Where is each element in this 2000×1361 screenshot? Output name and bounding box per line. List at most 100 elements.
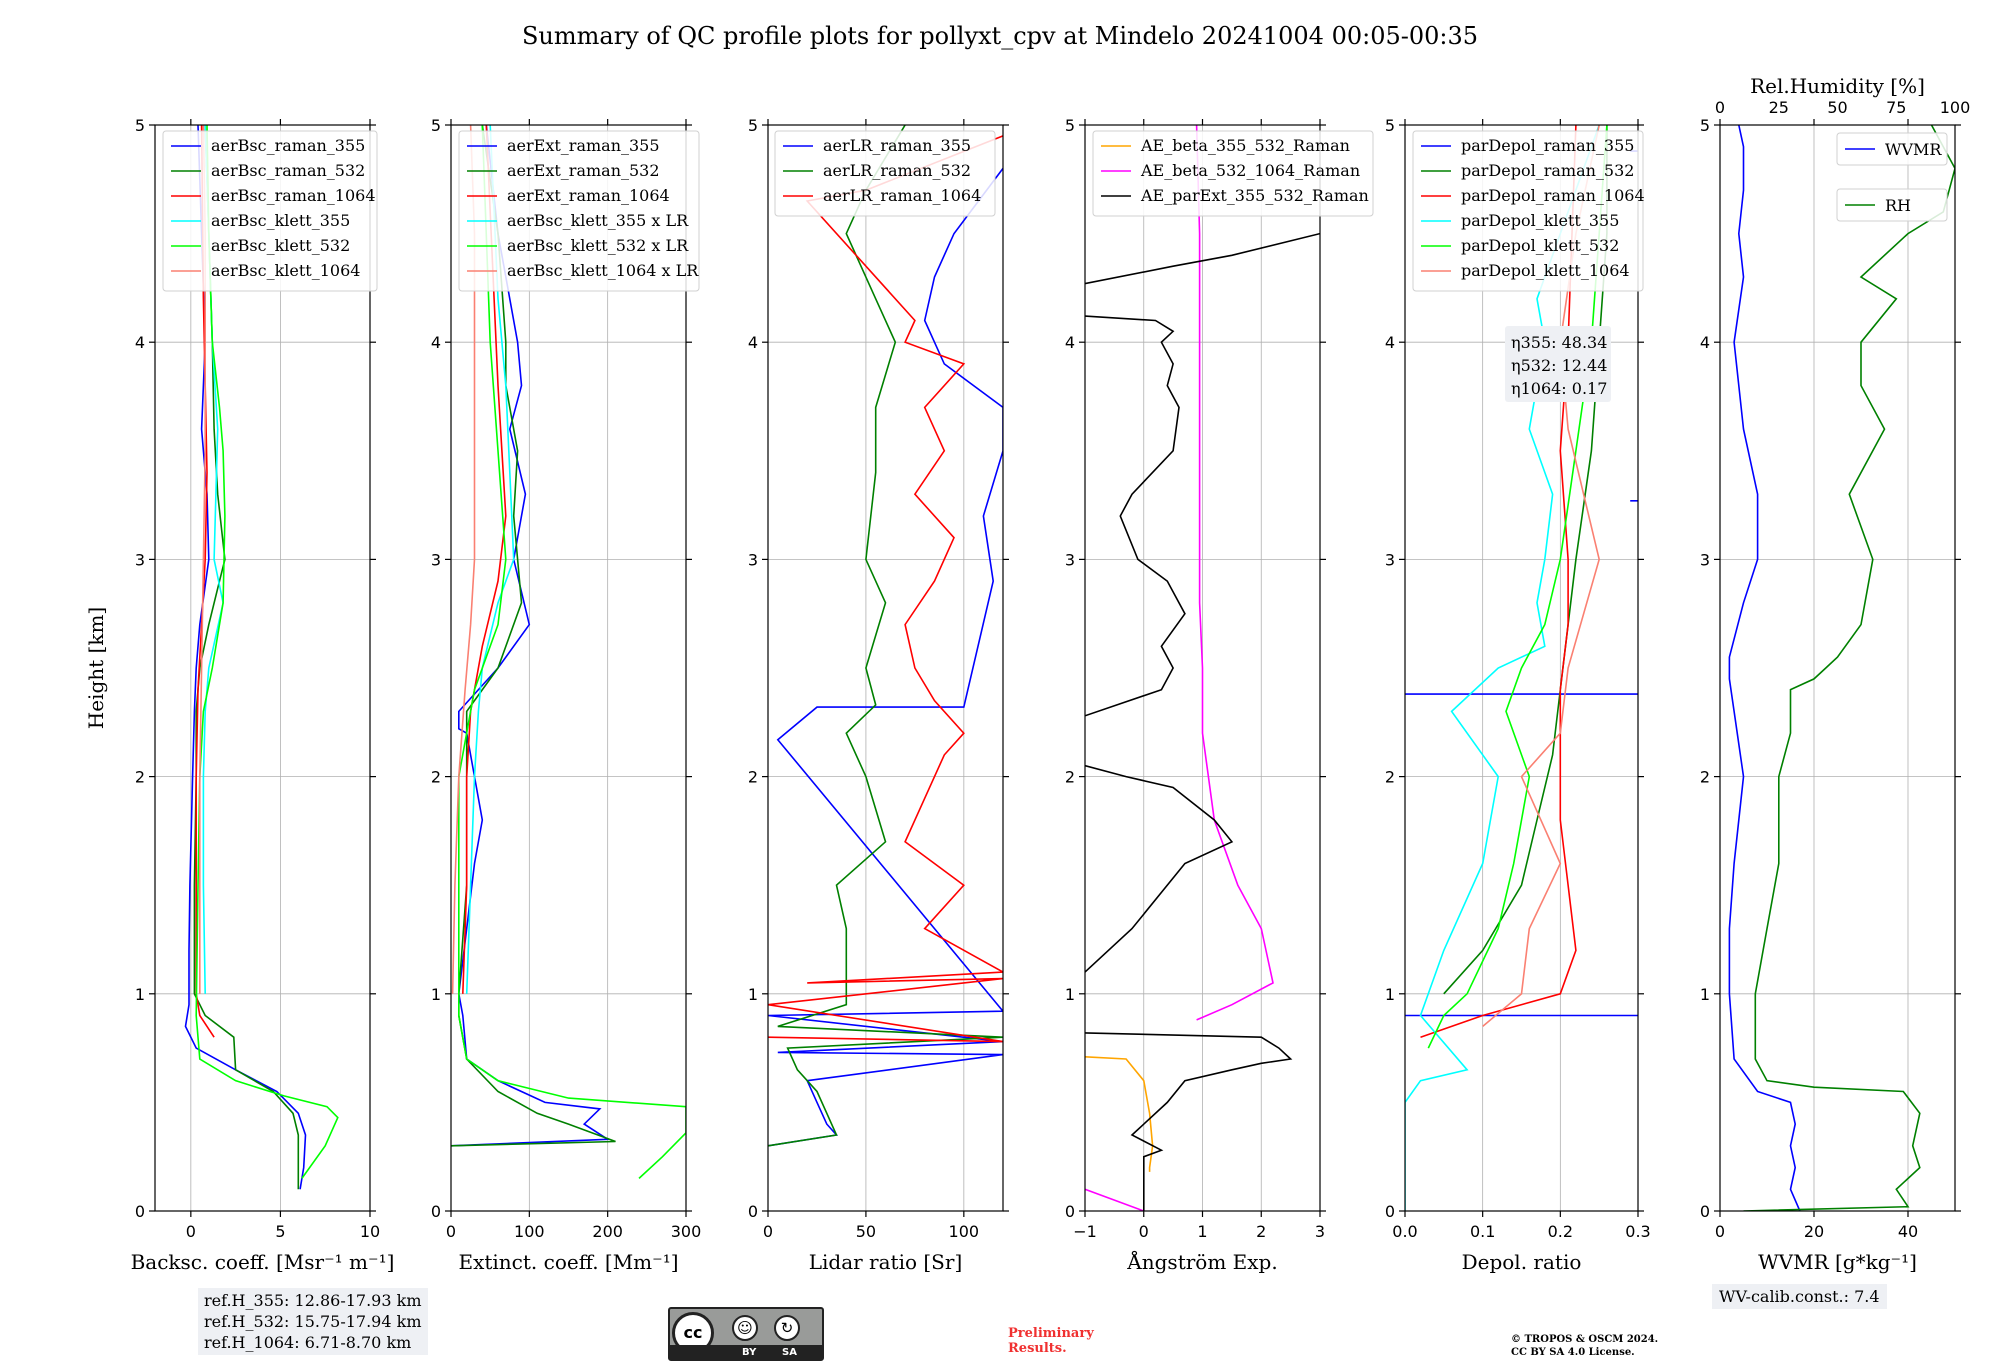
y-tick-label: 1 bbox=[135, 985, 145, 1004]
y-axis-label: Height [km] bbox=[84, 607, 108, 729]
y-tick-label: 4 bbox=[748, 333, 758, 352]
legend-entry: RH bbox=[1885, 196, 1911, 215]
y-tick-label: 1 bbox=[1700, 985, 1710, 1004]
y-tick-label: 1 bbox=[748, 985, 758, 1004]
series-line-aerBsc_klett_355 x LR bbox=[465, 125, 515, 994]
series-line-aerLR_raman_532 bbox=[768, 125, 1003, 1147]
legend-entry: aerBsc_klett_1064 bbox=[211, 261, 360, 280]
y-tick-label: 0 bbox=[431, 1202, 441, 1221]
legend-box bbox=[1092, 130, 1374, 217]
x-axis-label: Extinct. coeff. [Mm⁻¹] bbox=[458, 1250, 678, 1274]
legend-entry: parDepol_raman_1064 bbox=[1461, 186, 1645, 205]
legend-entry: parDepol_klett_1064 bbox=[1461, 261, 1630, 280]
x-tick-label: 50 bbox=[856, 1222, 876, 1241]
y-tick-label: 2 bbox=[1385, 768, 1395, 787]
x-tick-label: −1 bbox=[1073, 1222, 1097, 1241]
cc-license-badge[interactable]: cc ☺ ↻ BY SA bbox=[668, 1307, 824, 1361]
series-group bbox=[1085, 125, 1320, 1211]
legend: AE_beta_355_532_Raman AE_beta_532_1064_Ra… bbox=[1092, 130, 1374, 217]
x2-tick-label: 50 bbox=[1827, 98, 1847, 117]
y-tick-label: 0 bbox=[748, 1202, 758, 1221]
series-line-aerLR_raman_1064 bbox=[768, 135, 1003, 1043]
x-tick-label: 0.2 bbox=[1548, 1222, 1573, 1241]
legend-entry: aerBsc_klett_1064 x LR bbox=[507, 261, 699, 280]
legend-entry: aerExt_raman_1064 bbox=[507, 186, 670, 205]
eta-annotation: η355: 48.34 bbox=[1511, 333, 1607, 352]
y-tick-label: 2 bbox=[748, 768, 758, 787]
y-tick-label: 5 bbox=[1385, 116, 1395, 135]
axes-frame bbox=[767, 124, 1004, 1212]
cc-sa-label: SA bbox=[782, 1347, 797, 1358]
x-axis-label: Backsc. coeff. [Msr⁻¹ m⁻¹] bbox=[131, 1250, 395, 1274]
reference-heights-box: ref.H_355: 12.86-17.93 km ref.H_532: 15.… bbox=[198, 1288, 428, 1355]
copyright-note: © TROPOS & OSCM 2024. CC BY SA 4.0 Licen… bbox=[1511, 1333, 1658, 1359]
legend-entry: aerBsc_klett_532 bbox=[211, 236, 350, 255]
y-tick-label: 1 bbox=[1385, 985, 1395, 1004]
x-tick-label: 0 bbox=[763, 1222, 773, 1241]
series-line-AE_beta_532_1064_Raman bbox=[1085, 125, 1274, 1211]
y-tick-label: 0 bbox=[1700, 1202, 1710, 1221]
legend-entry: aerLR_raman_355 bbox=[823, 136, 971, 155]
legend: aerExt_raman_355 aerExt_raman_532 aerExt_r… bbox=[458, 130, 700, 292]
ref-height-532: ref.H_532: 15.75-17.94 km bbox=[204, 1312, 422, 1331]
series-group bbox=[1728, 125, 1955, 1211]
legend: WVMR RH bbox=[1836, 132, 1948, 222]
x2-tick-label: 100 bbox=[1940, 98, 1971, 117]
axes-frame bbox=[154, 124, 371, 1212]
series-line-aerBsc_klett_532 x LR bbox=[458, 125, 686, 1179]
y-tick-label: 2 bbox=[431, 768, 441, 787]
legend-entry: AE_parExt_355_532_Raman bbox=[1140, 186, 1369, 205]
x-tick-label: 0.3 bbox=[1625, 1222, 1650, 1241]
x-tick-label: 0.1 bbox=[1470, 1222, 1495, 1241]
x-tick-label: 300 bbox=[671, 1222, 702, 1241]
legend-entry: aerBsc_klett_532 x LR bbox=[507, 236, 689, 255]
y-tick-label: 4 bbox=[1700, 333, 1710, 352]
panel-5: 0 1 2 3 4 5 0.0 0.1 0.2 0.3 Depol. ratio parDepol_r… bbox=[1385, 116, 1651, 1274]
y-tick-label: 5 bbox=[1700, 116, 1710, 135]
series-group bbox=[184, 125, 339, 1190]
y-tick-label: 2 bbox=[1065, 768, 1075, 787]
y-tick-label: 0 bbox=[1385, 1202, 1395, 1221]
eta-annotation: η532: 12.44 bbox=[1511, 356, 1607, 375]
ref-height-1064: ref.H_1064: 6.71-8.70 km bbox=[204, 1333, 412, 1352]
series-line-AE_parExt_355_532_Raman bbox=[1085, 232, 1320, 1211]
y-tick-label: 4 bbox=[1065, 333, 1075, 352]
legend-box bbox=[458, 130, 700, 292]
y-tick-label: 3 bbox=[1700, 550, 1710, 569]
copyright-line-2: CC BY SA 4.0 License. bbox=[1511, 1347, 1635, 1358]
panel-1: 0 1 2 3 4 5 0 5 10 Backsc. coeff. [Msr⁻¹ m⁻¹] Heig… bbox=[84, 116, 394, 1274]
y-tick-label: 0 bbox=[135, 1202, 145, 1221]
y-tick-label: 3 bbox=[431, 550, 441, 569]
x-tick-label: 200 bbox=[592, 1222, 623, 1241]
preliminary-line-1: Preliminary bbox=[1008, 1326, 1094, 1341]
x-tick-label: 0.0 bbox=[1392, 1222, 1417, 1241]
legend: parDepol_raman_355 parDepol_raman_532 parD… bbox=[1412, 130, 1645, 292]
legend-entry: parDepol_raman_532 bbox=[1461, 161, 1634, 180]
legend: aerLR_raman_355 aerLR_raman_532 aerLR_rama… bbox=[774, 130, 996, 217]
series-group bbox=[768, 125, 1003, 1147]
axes-frame bbox=[1719, 124, 1956, 1212]
legend-box bbox=[162, 130, 378, 292]
y-tick-label: 3 bbox=[135, 550, 145, 569]
x-tick-label: 5 bbox=[275, 1222, 285, 1241]
legend-box bbox=[774, 130, 996, 217]
y-tick-label: 4 bbox=[1385, 333, 1395, 352]
legend-entry: aerBsc_raman_1064 bbox=[211, 186, 376, 205]
y-tick-label: 5 bbox=[748, 116, 758, 135]
y-tick-label: 1 bbox=[431, 985, 441, 1004]
legend-entry: aerBsc_raman_532 bbox=[211, 161, 365, 180]
x-tick-label: 3 bbox=[1315, 1222, 1325, 1241]
y-tick-label: 4 bbox=[431, 333, 441, 352]
x-tick-label: 2 bbox=[1256, 1222, 1266, 1241]
x-tick-label: 0 bbox=[186, 1222, 196, 1241]
x-tick-label: 10 bbox=[360, 1222, 380, 1241]
eta-annotation: η1064: 0.17 bbox=[1511, 379, 1607, 398]
series-line-AE_beta_355_532_Raman bbox=[1085, 1056, 1154, 1172]
y-tick-label: 5 bbox=[1065, 116, 1075, 135]
x2-tick-label: 75 bbox=[1886, 98, 1906, 117]
figure-title: Summary of QC profile plots for pollyxt_… bbox=[521, 22, 1479, 50]
y-tick-label: 2 bbox=[135, 768, 145, 787]
legend-entry: aerLR_raman_1064 bbox=[823, 186, 981, 205]
